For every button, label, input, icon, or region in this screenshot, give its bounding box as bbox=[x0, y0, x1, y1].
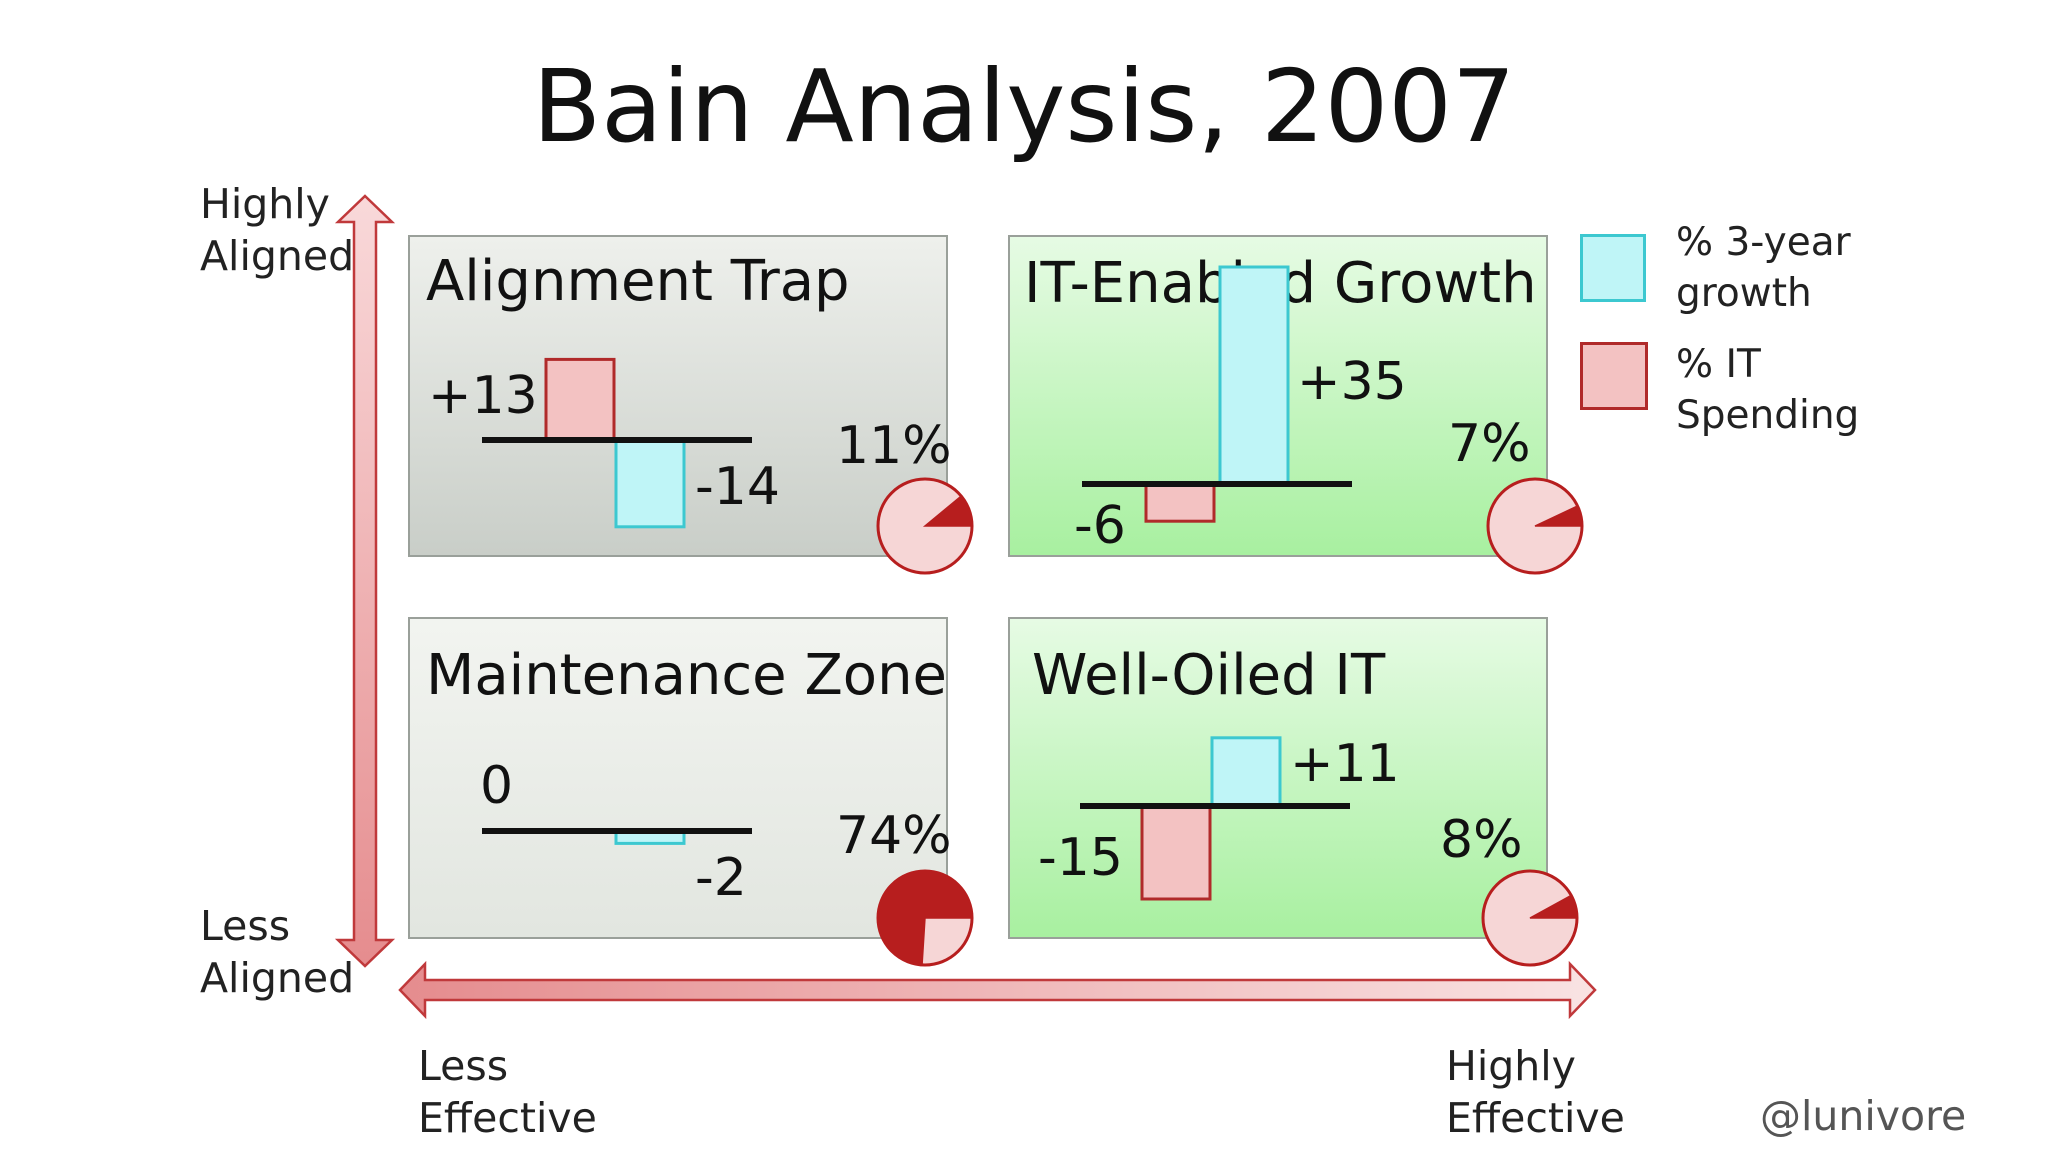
bar-spending-alignment-trap bbox=[544, 357, 616, 442]
legend-swatch-spending bbox=[1580, 342, 1648, 410]
growth-label-well-oiled-it: +11 bbox=[1290, 734, 1400, 794]
quadrant-it-enabled-growth: IT-Enabled Growth bbox=[1008, 235, 1548, 557]
growth-label-it-enabled-growth: +35 bbox=[1297, 352, 1407, 412]
quadrant-title: Maintenance Zone bbox=[426, 643, 948, 708]
y-axis-arrow bbox=[334, 194, 396, 968]
bar-growth-well-oiled-it bbox=[1210, 736, 1282, 808]
legend-label-spending: % IT Spending bbox=[1676, 342, 1860, 438]
bar-growth-it-enabled-growth bbox=[1218, 265, 1290, 486]
chart-title: Bain Analysis, 2007 bbox=[532, 48, 1516, 165]
x-axis-arrow bbox=[398, 960, 1597, 1020]
legend-label-growth: % 3-year growth bbox=[1676, 220, 1851, 316]
spending-label-maintenance-zone: 0 bbox=[480, 756, 514, 816]
pie-slice-alignment-trap bbox=[922, 494, 973, 527]
share-label-it-enabled-growth: 7% bbox=[1448, 414, 1531, 474]
author-handle: @lunivore bbox=[1760, 1092, 1967, 1140]
quadrant-maintenance-zone: Maintenance Zone bbox=[408, 617, 948, 939]
bar-spending-it-enabled-growth bbox=[1144, 482, 1216, 523]
quadrant-title: Alignment Trap bbox=[426, 249, 850, 314]
spending-label-alignment-trap: +13 bbox=[428, 366, 538, 426]
y-axis-high-label: Highly Aligned bbox=[200, 180, 355, 280]
x-axis-low-label: Less Effective bbox=[418, 1042, 597, 1142]
pie-slice-maintenance-zone bbox=[877, 870, 973, 966]
bar-growth-alignment-trap bbox=[614, 438, 686, 529]
y-axis-low-label: Less Aligned bbox=[200, 902, 355, 1002]
quadrant-title: Well-Oiled IT bbox=[1032, 643, 1386, 708]
share-label-well-oiled-it: 8% bbox=[1440, 810, 1523, 870]
spending-label-it-enabled-growth: -6 bbox=[1074, 496, 1126, 556]
growth-label-maintenance-zone: -2 bbox=[695, 848, 747, 908]
pie-slice-well-oiled-it bbox=[1529, 894, 1578, 919]
bar-spending-well-oiled-it bbox=[1140, 804, 1212, 901]
spending-label-well-oiled-it: -15 bbox=[1038, 828, 1123, 888]
pie-slice-it-enabled-growth bbox=[1534, 504, 1583, 527]
growth-label-alignment-trap: -14 bbox=[695, 457, 780, 517]
legend-swatch-growth bbox=[1580, 234, 1646, 302]
x-axis-high-label: Highly Effective bbox=[1446, 1042, 1625, 1142]
share-label-maintenance-zone: 74% bbox=[836, 806, 952, 866]
share-label-alignment-trap: 11% bbox=[836, 416, 952, 476]
